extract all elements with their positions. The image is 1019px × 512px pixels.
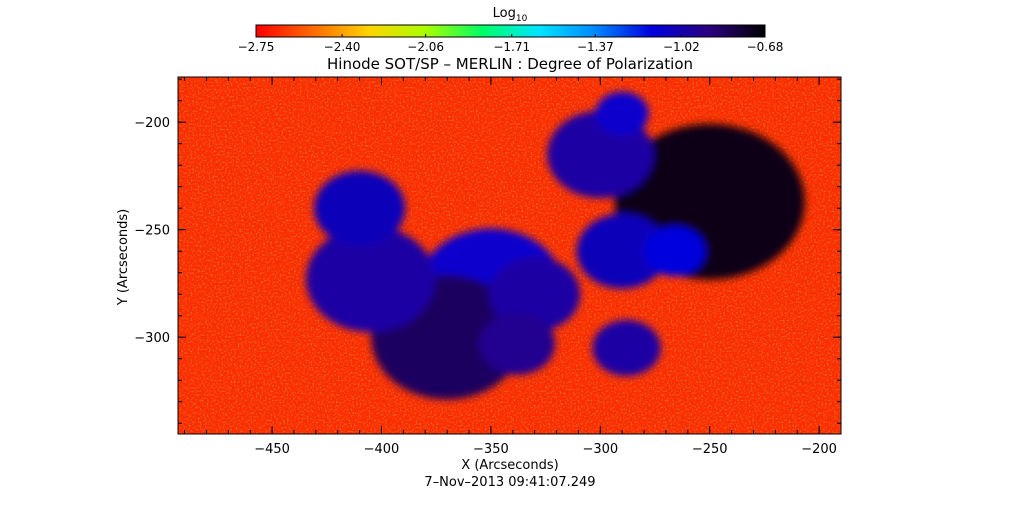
colorbar-ticks: −2.75 −2.40 −2.06 −1.71 −1.37 −1.02 −0.68	[238, 34, 784, 54]
polarization-feature	[576, 213, 668, 289]
y-tick-label: −200	[134, 116, 170, 131]
plot-frame	[177, 76, 842, 435]
colorbar-tick-label: −0.68	[747, 40, 784, 54]
heatmap-image	[178, 77, 841, 434]
y-tick-label: −250	[134, 224, 170, 239]
feature-ring	[346, 197, 373, 220]
x-tick-label: −250	[692, 442, 728, 457]
colorbar-gradient	[255, 24, 766, 38]
feature-ring	[616, 339, 637, 357]
polarization-feature	[489, 256, 581, 332]
feature-ring	[584, 141, 616, 168]
x-tick-label: −450	[254, 442, 290, 457]
x-tick-label: −400	[364, 442, 400, 457]
colorbar-tick-label: −1.37	[577, 40, 614, 54]
polarization-feature	[479, 312, 556, 375]
colorbar-tick-label: −2.06	[407, 40, 444, 54]
feature-ring	[506, 334, 529, 353]
colorbar-tick-label: −2.40	[324, 40, 361, 54]
x-tick-label: −200	[801, 442, 837, 457]
timestamp: 7–Nov–2013 09:41:07.249	[424, 475, 595, 490]
feature-ring	[665, 243, 684, 259]
y-axis-label: Y (Arcseconds)	[116, 209, 131, 306]
colorbar: Log10 −2.75 −2.40 −2.06 −1.71 −1.37 −1.02 −0.6…	[238, 6, 784, 54]
polarization-feature	[371, 274, 524, 400]
y-tick-label: −300	[134, 331, 170, 346]
feature-ring	[521, 283, 548, 306]
polarization-features	[305, 91, 805, 400]
polarization-feature	[644, 226, 706, 277]
feature-ring	[608, 240, 636, 263]
feature-ring	[351, 263, 390, 295]
x-tick-label: −350	[473, 442, 509, 457]
polarization-feature	[614, 123, 805, 280]
feature-ring	[614, 107, 630, 120]
feature-ring	[425, 319, 470, 356]
x-axis: −450 −400 −350 −300 −250 −200	[184, 77, 842, 457]
x-tick-label: −300	[582, 442, 618, 457]
polarization-feature	[314, 170, 406, 246]
colorbar-tick-label: −2.75	[238, 40, 275, 54]
feature-ring	[682, 179, 738, 225]
polarization-feature	[547, 110, 654, 199]
colorbar-tick-label: −1.02	[663, 40, 700, 54]
polarization-feature	[305, 226, 436, 333]
colorbar-tick-label: −1.71	[493, 40, 530, 54]
polarization-feature	[595, 91, 649, 136]
chart-title: Hinode SOT/SP – MERLIN : Degree of Polar…	[327, 55, 693, 73]
y-axis: −200 −250 −300	[134, 78, 841, 424]
polarization-feature	[592, 319, 661, 377]
x-axis-label: X (Arcseconds)	[461, 458, 558, 473]
colorbar-label: Log10	[493, 6, 528, 24]
